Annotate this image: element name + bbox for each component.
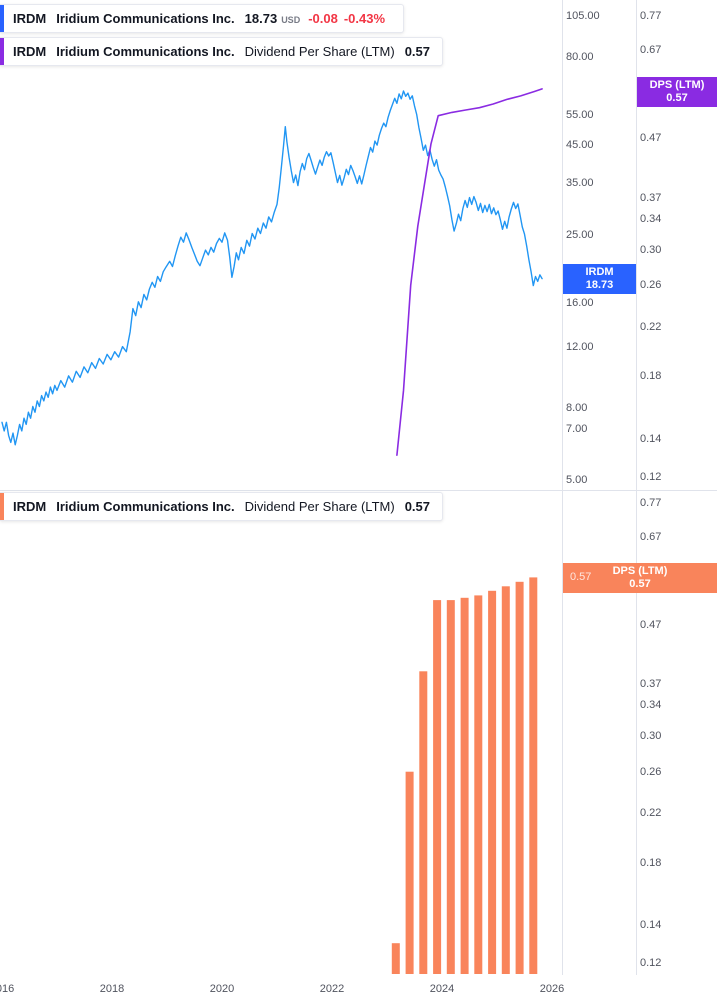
time-axis-label: 2018 — [99, 983, 125, 995]
time-axis-label: 2026 — [539, 983, 565, 995]
axis-tick: 0.47 — [640, 132, 662, 145]
time-axis-label: 2022 — [319, 983, 345, 995]
axis-tick: 7.00 — [566, 422, 588, 435]
axis-tick: 0.67 — [640, 44, 662, 57]
price-axis-last-value-label: IRDM 18.73 — [563, 263, 636, 294]
axis-tick: 0.18 — [640, 370, 662, 383]
axis-tick: 105.00 — [566, 10, 600, 22]
dps-bar — [501, 586, 510, 974]
price-label-symbol: IRDM — [585, 265, 614, 278]
legend-dps-pane-metric: Dividend Per Share (LTM) — [244, 499, 395, 514]
axis-tick: 16.00 — [566, 296, 594, 309]
dps-bottom-label-value: 0.57 — [629, 578, 651, 591]
dps-bar — [419, 671, 428, 974]
time-axis-label: 2016 — [0, 983, 15, 995]
axis-tick: 0.37 — [640, 191, 662, 204]
dps-bar — [433, 600, 442, 974]
dps-bar — [446, 600, 455, 974]
dps-pane-color-bar — [0, 493, 4, 520]
axis-tick: 45.00 — [566, 139, 594, 152]
dps-axis-separator — [636, 0, 637, 975]
axis-tick: 0.67 — [640, 531, 662, 544]
covered-tick-label: 0.57 — [570, 571, 592, 584]
legend-price-symbol: IRDM — [13, 11, 47, 26]
axis-tick: 35.00 — [566, 177, 594, 190]
axis-tick: 0.12 — [640, 957, 662, 969]
axis-tick: 0.14 — [640, 432, 662, 445]
price-label-value: 18.73 — [585, 278, 614, 291]
series-line — [396, 88, 543, 457]
axis-tick: 0.26 — [640, 279, 662, 292]
legend-dps-pane-name: Iridium Communications Inc. — [56, 499, 235, 514]
axis-tick: 0.77 — [640, 10, 662, 22]
axis-tick: 55.00 — [566, 108, 594, 121]
dps-axis-last-value-label-bottom: 0.57 DPS (LTM) 0.57 — [563, 563, 717, 594]
legend-dps-overlay[interactable]: IRDM Iridium Communications Inc. Dividen… — [0, 37, 443, 66]
legend-dps-overlay-name: Iridium Communications Inc. — [56, 44, 235, 59]
series-line — [1, 90, 543, 446]
dps-bottom-label-title: DPS (LTM) — [612, 565, 668, 578]
price-series-color-bar — [0, 5, 4, 32]
dps-overlay-color-bar — [0, 38, 4, 65]
axis-tick: 5.00 — [566, 474, 588, 486]
axis-tick: 0.26 — [640, 765, 662, 778]
axis-tick: 12.00 — [566, 340, 594, 353]
price-axis-separator — [562, 0, 563, 975]
legend-dps-overlay-metric: Dividend Per Share (LTM) — [244, 44, 395, 59]
legend-price-series[interactable]: IRDM Iridium Communications Inc. 18.73 U… — [0, 4, 405, 33]
legend-price-last: 18.73 — [244, 11, 278, 26]
legend-dps-overlay-value: 0.57 — [404, 44, 430, 59]
axis-tick: 0.22 — [640, 320, 662, 333]
axis-tick: 0.22 — [640, 807, 662, 819]
legend-dps-pane-symbol: IRDM — [13, 499, 47, 514]
time-axis[interactable]: 2016 2018 2020 2022 2024 2026 — [0, 975, 717, 1005]
axis-tick: 0.77 — [640, 497, 662, 509]
time-axis-label: 2024 — [429, 983, 455, 995]
legend-price-currency: USD — [281, 14, 301, 25]
dps-top-label-title: DPS (LTM) — [649, 78, 705, 91]
axis-tick: 0.34 — [640, 212, 662, 225]
legend-dps-pane-value: 0.57 — [404, 499, 430, 514]
legend-price-name: Iridium Communications Inc. — [56, 11, 235, 26]
dps-bar — [529, 577, 538, 974]
dps-axis-last-value-label-top: DPS (LTM) 0.57 — [637, 76, 717, 107]
legend-price-change-percent: -0.43% — [343, 11, 386, 26]
axis-tick: 0.34 — [640, 699, 662, 712]
axis-tick: 0.18 — [640, 856, 662, 869]
dps-bar — [405, 771, 414, 974]
dps-bar — [391, 943, 400, 974]
plot-area[interactable] — [0, 0, 562, 975]
dps-bar — [488, 590, 497, 974]
dps-bar — [474, 595, 483, 974]
pane-divider[interactable] — [0, 490, 717, 491]
legend-dps-pane[interactable]: IRDM Iridium Communications Inc. Dividen… — [0, 492, 443, 521]
axis-tick: 0.14 — [640, 918, 662, 931]
legend-dps-overlay-symbol: IRDM — [13, 44, 47, 59]
time-axis-label: 2020 — [209, 983, 235, 995]
axis-tick: 0.47 — [640, 619, 662, 632]
axis-tick: 80.00 — [566, 51, 594, 64]
legend-price-change: -0.08 — [308, 11, 338, 26]
axis-tick: 0.12 — [640, 471, 662, 483]
dps-top-label-value: 0.57 — [666, 91, 688, 104]
axis-tick: 8.00 — [566, 402, 588, 415]
axis-tick: 0.30 — [640, 243, 662, 256]
dps-bar — [460, 597, 469, 974]
dps-bar — [515, 581, 524, 974]
axis-tick: 25.00 — [566, 228, 594, 241]
axis-tick: 0.30 — [640, 730, 662, 743]
axis-tick: 0.37 — [640, 678, 662, 691]
